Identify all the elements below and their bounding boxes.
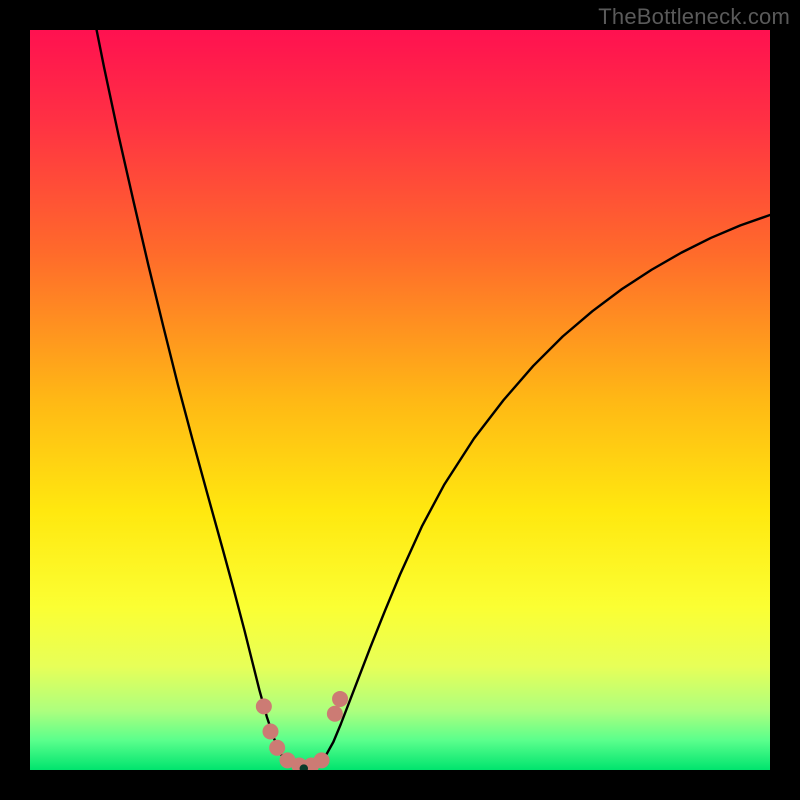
highlight-marker xyxy=(332,691,348,707)
highlight-marker xyxy=(314,752,330,768)
highlight-marker xyxy=(263,724,279,740)
chart-svg xyxy=(30,30,770,770)
watermark-text: TheBottleneck.com xyxy=(598,4,790,30)
plot-area xyxy=(30,30,770,770)
highlight-marker xyxy=(269,740,285,756)
highlight-marker xyxy=(327,706,343,722)
gradient-background xyxy=(30,30,770,770)
highlight-marker xyxy=(256,698,272,714)
chart-frame: TheBottleneck.com xyxy=(0,0,800,800)
